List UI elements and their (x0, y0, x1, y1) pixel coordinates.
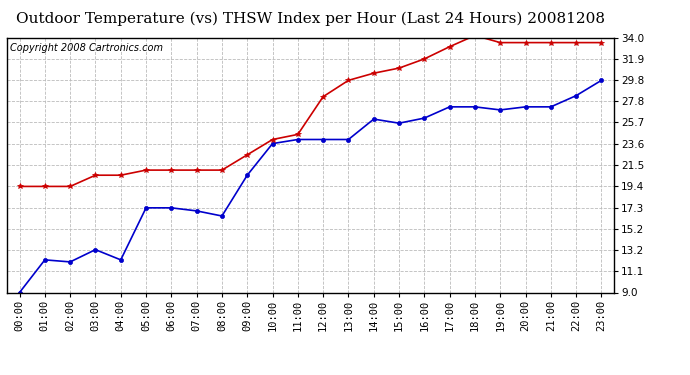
Text: Copyright 2008 Cartronics.com: Copyright 2008 Cartronics.com (10, 43, 163, 52)
Text: Outdoor Temperature (vs) THSW Index per Hour (Last 24 Hours) 20081208: Outdoor Temperature (vs) THSW Index per … (16, 11, 605, 26)
